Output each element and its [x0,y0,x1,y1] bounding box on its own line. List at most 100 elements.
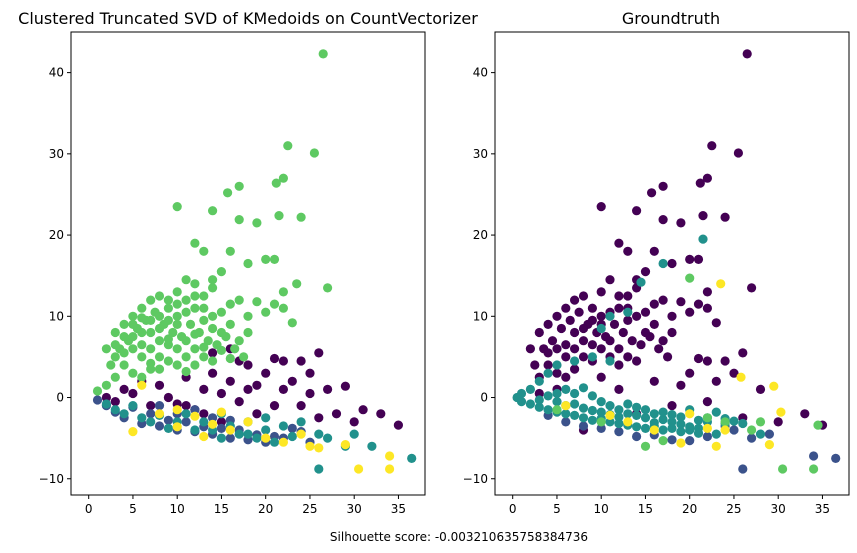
scatter-point-c2 [128,401,138,411]
scatter-point-c1 [208,413,218,423]
scatter-point-c3 [309,148,319,158]
x-tick-label: 0 [509,502,517,516]
scatter-point-c3 [208,311,218,321]
scatter-point-c2 [693,428,704,438]
scatter-point-c2 [729,416,739,426]
scatter-point-c1 [667,435,677,445]
scatter-point-c0 [800,409,810,419]
scatter-point-c2 [596,323,606,334]
right-points-layer [512,49,841,474]
scatter-point-c0 [614,384,624,394]
scatter-point-c0 [667,311,677,321]
scatter-point-c2 [632,402,642,412]
scatter-point-c2 [543,368,553,378]
scatter-point-c0 [314,348,324,358]
scatter-point-c0 [702,287,713,297]
scatter-point-c0 [587,315,598,325]
scatter-point-c0 [685,368,695,378]
scatter-point-c3 [208,206,218,216]
scatter-point-c0 [278,356,288,366]
scatter-point-c1 [225,433,235,443]
scatter-point-c3 [720,417,730,427]
y-tick-label: 30 [49,147,64,161]
scatter-point-c0 [561,340,571,350]
scatter-point-c2 [649,418,659,428]
subplot-left: Clustered Truncated SVD of KMedoids on C… [18,9,478,516]
scatter-point-c0 [755,384,766,394]
scatter-point-c0 [252,409,262,419]
scatter-point-c2 [738,418,748,429]
scatter-point-c0 [649,246,659,256]
left-axes-frame [70,31,426,496]
scatter-point-c2 [640,423,651,433]
scatter-point-c4 [605,410,615,420]
scatter-point-c3 [239,352,249,362]
scatter-point-c0 [278,384,288,394]
scatter-point-c0 [534,388,544,399]
scatter-point-c3 [190,303,200,313]
scatter-point-c0 [578,291,589,301]
scatter-point-c3 [234,215,244,225]
scatter-point-c3 [185,319,196,329]
scatter-point-c0 [663,352,673,362]
scatter-point-c0 [614,291,624,301]
scatter-point-c0 [695,178,705,188]
x-tick-label: 25 [302,502,317,516]
scatter-point-c3 [702,413,713,423]
scatter-point-c3 [172,299,182,309]
scatter-point-c3 [181,336,191,346]
scatter-point-c2 [614,405,624,415]
scatter-point-c3 [137,313,147,323]
scatter-point-c0 [376,409,386,419]
scatter-point-c2 [278,421,288,431]
scatter-point-c3 [640,441,651,451]
scatter-point-c0 [261,368,271,378]
scatter-point-c3 [146,344,156,354]
scatter-point-c0 [698,211,708,221]
scatter-point-c0 [543,360,553,370]
scatter-point-c3 [110,340,120,350]
scatter-point-c0 [632,206,642,216]
scatter-point-c0 [574,307,584,317]
scatter-point-c3 [163,315,173,325]
scatter-point-c3 [199,291,209,301]
scatter-point-c3 [128,332,138,342]
y-tick-label: 10 [49,309,64,323]
scatter-point-c1 [92,395,103,405]
scatter-point-c2 [658,407,668,417]
scatter-point-c3 [163,356,173,366]
scatter-point-c2 [543,405,553,415]
scatter-point-c2 [561,384,571,394]
scatter-point-c3 [172,360,182,370]
scatter-point-c0 [614,360,624,370]
scatter-point-c4 [216,407,226,417]
scatter-point-c1 [738,464,748,474]
scatter-point-c3 [128,344,138,354]
scatter-point-c3 [199,352,209,362]
scatter-point-c2 [596,407,606,417]
scatter-point-c3 [208,275,218,285]
scatter-point-c0 [609,319,620,329]
scatter-point-c1 [702,431,713,442]
y-tick-label: −10 [39,472,64,486]
scatter-point-c3 [552,405,562,415]
scatter-point-c2 [698,234,708,244]
scatter-point-c3 [181,307,191,317]
scatter-point-c4 [278,437,288,447]
scatter-point-c4 [354,464,364,474]
scatter-point-c0 [570,327,580,338]
scatter-point-c0 [225,376,235,386]
scatter-point-c0 [702,173,713,183]
scatter-point-c3 [137,372,147,382]
scatter-point-c0 [252,380,262,390]
scatter-point-c2 [314,429,324,439]
scatter-point-c3 [223,188,233,198]
scatter-point-c3 [101,380,111,390]
scatter-point-c2 [216,433,226,443]
scatter-point-c3 [278,173,288,183]
scatter-point-c0 [181,401,191,411]
scatter-point-c1 [190,405,200,415]
scatter-point-c0 [742,49,752,59]
scatter-point-c4 [716,279,726,289]
